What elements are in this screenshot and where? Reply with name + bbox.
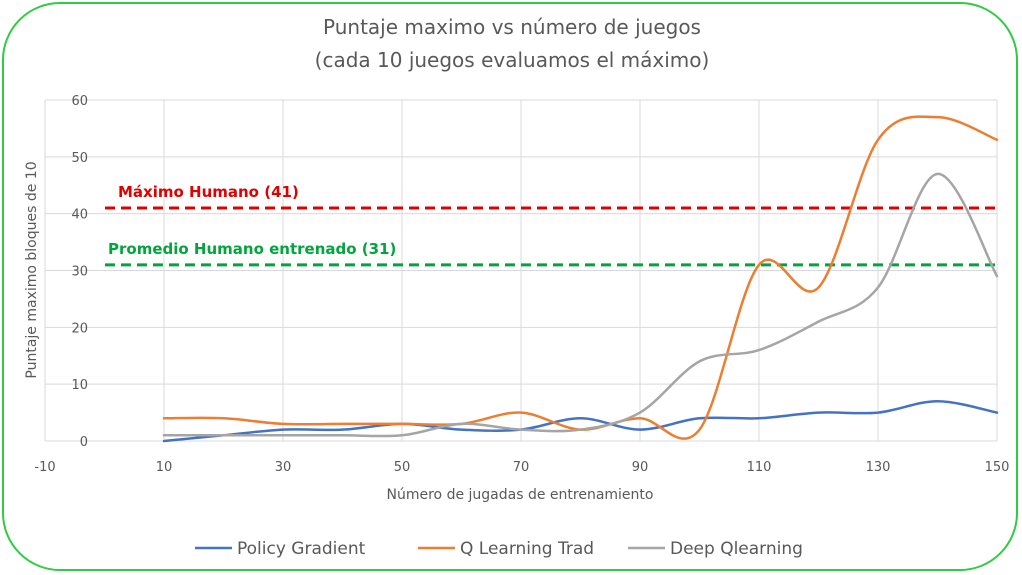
y-tick-label: 60 [71,94,88,109]
x-tick-label: 30 [275,460,292,475]
x-tick-label: 70 [513,460,530,475]
x-tick-label: 110 [747,460,772,475]
series-line [162,172,999,438]
y-tick-label: 50 [71,151,88,166]
horizontal-gridlines [45,99,997,442]
x-tick-label: 130 [866,460,891,475]
x-tick-label: 10 [156,460,173,475]
x-tick-label: -10 [34,460,55,475]
legend-label: Q Learning Trad [460,539,594,559]
reference-line-label: Máximo Humano (41) [118,183,299,201]
legend-label: Policy Gradient [237,539,366,559]
x-axis-title: Número de jugadas de entrenamiento [387,487,654,503]
series-line [162,399,999,443]
x-tick-label: 50 [394,460,411,475]
y-axis-tick-labels: 0 10 20 30 40 50 60 [71,94,88,450]
chart-title-line-2: (cada 10 juegos evaluamos el máximo) [315,48,710,72]
legend: Policy Gradient Q Learning Trad Deep Qlear… [195,539,803,559]
y-tick-label: 20 [71,321,88,336]
legend-label: Deep Qlearning [670,539,803,559]
reference-lines: Máximo Humano (41) Promedio Humano entren… [105,183,997,267]
chart-title-line-1: Puntaje maximo vs número de juegos [323,15,701,39]
reference-line-label: Promedio Humano entrenado (31) [108,240,396,258]
series-line [162,115,999,440]
x-tick-label: 90 [632,460,649,475]
y-tick-label: 10 [71,378,88,393]
x-tick-label: 150 [985,460,1010,475]
y-tick-label: 40 [71,208,88,223]
y-tick-label: 0 [80,435,88,450]
y-axis-title: Puntaje maximo bloques de 10 [24,161,40,378]
x-axis-tick-labels: -10 10 30 50 70 90 110 130 150 [34,460,1009,475]
y-tick-label: 30 [71,265,88,280]
data-series [162,115,999,443]
